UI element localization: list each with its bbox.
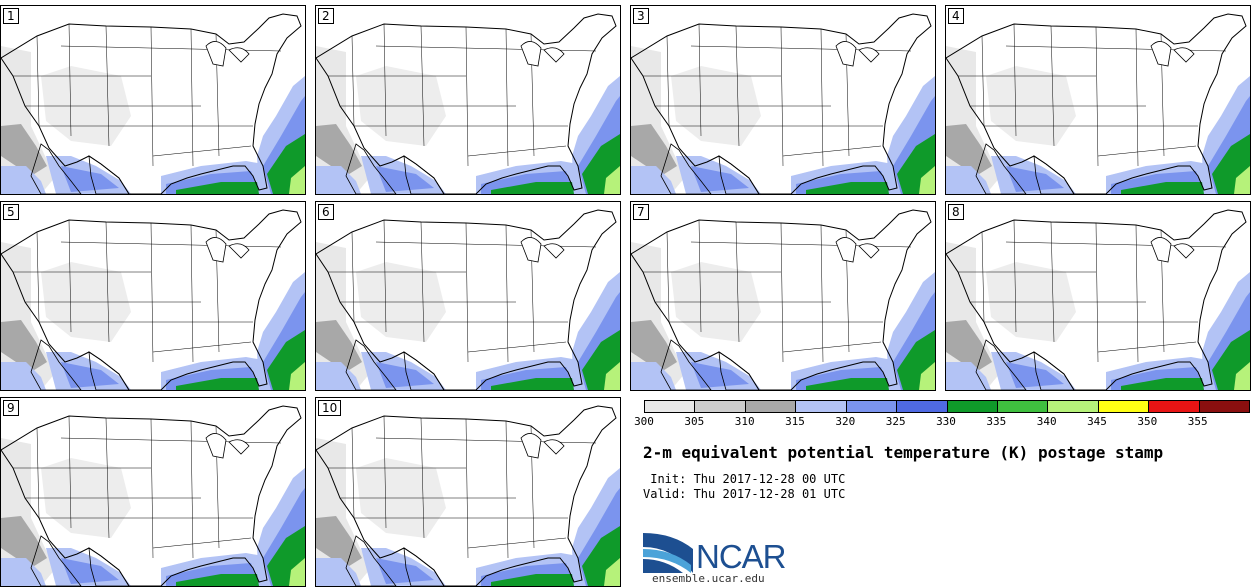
colorbar-swatch: [1048, 401, 1099, 412]
map-panel: 4: [945, 5, 1251, 195]
colorbar: [644, 400, 1250, 413]
colorbar-swatch: [947, 401, 998, 412]
plot-title: 2-m equivalent potential temperature (K)…: [643, 443, 1164, 462]
colorbar-swatch: [897, 401, 948, 412]
colorbar-tick-label: 305: [684, 415, 705, 428]
map-panel: 7: [630, 201, 936, 391]
colorbar-tick-label: 345: [1087, 415, 1107, 428]
map-panel: 10: [315, 397, 621, 587]
colorbar-swatch: [997, 401, 1049, 412]
colorbar-swatch: [796, 401, 847, 412]
member-label: 6: [318, 204, 334, 220]
colorbar-swatch: [1149, 401, 1200, 412]
colorbar-tick-label: 320: [835, 415, 856, 428]
member-label: 9: [3, 400, 19, 416]
colorbar-tick-label: 300: [634, 415, 654, 428]
colorbar-tick-label: 350: [1137, 415, 1158, 428]
member-label: 5: [3, 204, 19, 220]
colorbar-swatch: [846, 401, 898, 412]
member-label: 4: [948, 8, 964, 24]
member-label: 7: [633, 204, 649, 220]
member-label: 3: [633, 8, 649, 24]
colorbar-tick-label: 355: [1187, 415, 1208, 428]
member-label: 8: [948, 204, 964, 220]
map-panel: 1: [0, 5, 306, 195]
colorbar-swatch: [1098, 401, 1150, 412]
colorbar-tick-label: 325: [885, 415, 906, 428]
logo-wordmark: NCAR: [696, 538, 787, 575]
map-panel: 5: [0, 201, 306, 391]
map-panel: 3: [630, 5, 936, 195]
colorbar-swatch: [645, 401, 696, 412]
colorbar-tick-label: 335: [986, 415, 1007, 428]
member-label: 1: [3, 8, 19, 24]
colorbar-tick-label: 330: [936, 415, 956, 428]
valid-time: Valid: Thu 2017-12-28 01 UTC: [643, 487, 846, 501]
colorbar-tick-label: 315: [785, 415, 805, 428]
map-panel: 9: [0, 397, 306, 587]
colorbar-swatch: [1199, 401, 1250, 412]
ncar-logo-icon: [643, 533, 693, 573]
member-label: 10: [318, 400, 342, 416]
map-panel: 6: [315, 201, 621, 391]
logo-url: ensemble.ucar.edu: [652, 572, 765, 585]
colorbar-swatch: [745, 401, 797, 412]
colorbar-tick-label: 340: [1036, 415, 1057, 428]
colorbar-swatch: [695, 401, 746, 412]
init-time: Init: Thu 2017-12-28 00 UTC: [643, 472, 846, 486]
colorbar-tick-label: 310: [734, 415, 755, 428]
member-label: 2: [318, 8, 334, 24]
map-panel: 2: [315, 5, 621, 195]
map-panel: 8: [945, 201, 1251, 391]
